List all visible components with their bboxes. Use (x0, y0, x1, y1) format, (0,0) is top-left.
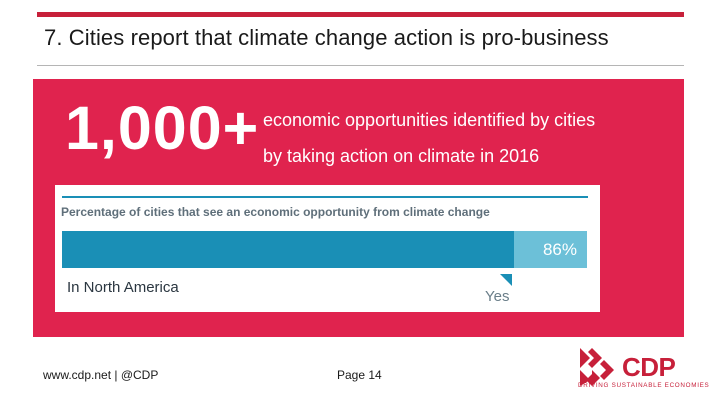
footer-page-number: Page 14 (337, 368, 382, 382)
headline-number: 1,000+ (65, 94, 260, 162)
region-label: In North America (67, 279, 179, 296)
top-accent-rule (37, 12, 684, 17)
percentage-bar-fill (62, 231, 514, 268)
logo-wordmark: CDP (622, 352, 676, 382)
logo-tagline: DRIVING SUSTAINABLE ECONOMIES (578, 382, 710, 389)
slide-title: 7. Cities report that climate change act… (44, 25, 609, 50)
bar-card-title: Percentage of cities that see an economi… (61, 205, 490, 219)
yes-marker-icon (500, 274, 512, 286)
bar-card-rule (62, 196, 588, 198)
title-divider (37, 65, 684, 66)
percentage-bar-value: 86% (542, 240, 577, 259)
headline-description-line-2: by taking action on climate in 2016 (263, 146, 540, 166)
yes-label: Yes (485, 288, 510, 305)
cdp-logo-icon (580, 348, 614, 386)
headline-description-line-1: economic opportunities identified by cit… (263, 110, 596, 130)
footer-url: www.cdp.net | @CDP (43, 368, 159, 382)
percentage-bar-track: 86% (62, 231, 587, 268)
